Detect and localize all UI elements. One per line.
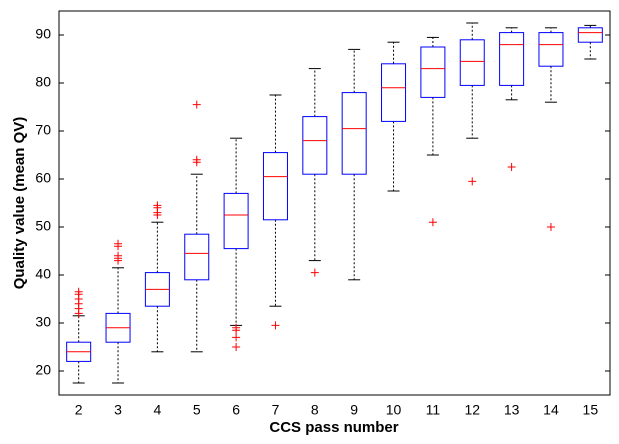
- y-tick-label: 70: [35, 122, 51, 138]
- x-tick-label: 4: [153, 402, 161, 418]
- x-tick-label: 6: [232, 402, 240, 418]
- x-tick-label: 7: [272, 402, 280, 418]
- box: [420, 46, 446, 98]
- x-tick-label: 9: [350, 402, 358, 418]
- outlier: [507, 163, 516, 171]
- outlier: [153, 201, 162, 210]
- box: [381, 63, 407, 122]
- x-tick-label: 8: [311, 402, 319, 418]
- x-tick-label: 13: [504, 402, 520, 418]
- outlier: [271, 321, 280, 330]
- box: [577, 27, 603, 43]
- x-tick-label: 12: [464, 402, 480, 418]
- y-tick-label: 50: [35, 218, 51, 234]
- y-tick-label: 30: [35, 314, 51, 330]
- box: [341, 92, 367, 175]
- y-tick-label: 60: [35, 170, 51, 186]
- x-tick-label: 11: [426, 402, 441, 418]
- x-tick-label: 3: [114, 402, 122, 418]
- y-tick-label: 40: [35, 266, 51, 282]
- x-tick-label: 2: [75, 402, 83, 418]
- box: [262, 152, 288, 221]
- box: [223, 192, 249, 250]
- x-tick-label: 10: [386, 402, 402, 418]
- plot-frame: [58, 10, 611, 396]
- y-tick-label: 80: [35, 74, 51, 90]
- outlier: [192, 155, 201, 164]
- box: [459, 39, 485, 86]
- outlier: [232, 326, 241, 335]
- outlier: [192, 100, 201, 109]
- outlier: [310, 268, 319, 277]
- box: [499, 32, 525, 86]
- y-tick-label: 90: [35, 26, 51, 42]
- y-tick-label: 20: [35, 362, 51, 378]
- outlier: [468, 177, 477, 186]
- box: [184, 233, 210, 281]
- box: [302, 116, 328, 175]
- outlier: [232, 333, 241, 342]
- outlier: [428, 218, 437, 227]
- outlier: [232, 343, 241, 351]
- y-axis-label: Quality value (mean QV): [11, 117, 28, 290]
- outlier: [114, 251, 123, 260]
- x-tick-label: 5: [193, 402, 201, 418]
- outlier: [114, 239, 123, 248]
- x-tick-label: 15: [583, 402, 599, 418]
- x-tick-label: 14: [543, 402, 559, 418]
- outlier: [74, 287, 83, 296]
- box: [538, 32, 564, 67]
- outlier: [546, 223, 555, 231]
- x-axis-label: CCS pass number: [269, 419, 398, 436]
